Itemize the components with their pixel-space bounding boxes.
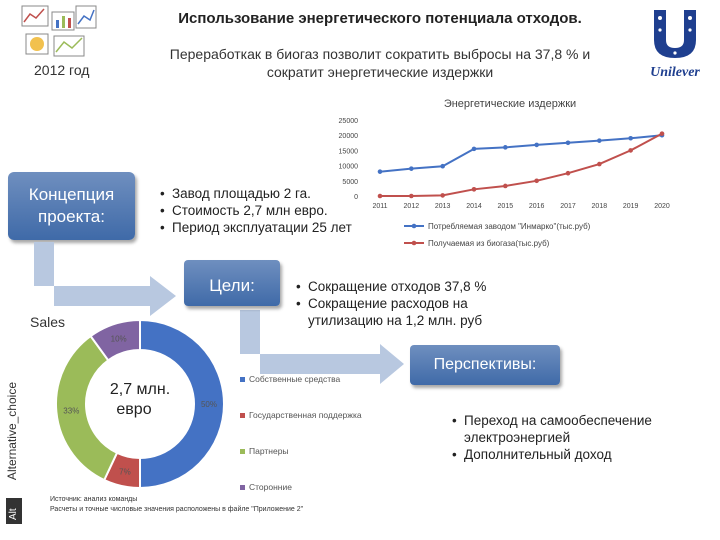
series-point bbox=[377, 169, 383, 174]
x-tick-label: 2014 bbox=[466, 203, 482, 210]
goals-box: Цели: bbox=[184, 260, 280, 306]
y-tick-label: 20000 bbox=[339, 133, 359, 140]
side-tab bbox=[0, 380, 22, 520]
y-tick-label: 15000 bbox=[339, 148, 359, 155]
slice-label: 50% bbox=[201, 400, 217, 409]
donut-center-label-line-1: 2,7 млн. bbox=[110, 381, 170, 398]
donut-title: Sales bbox=[30, 314, 65, 330]
concept-label-line-2: проекта: bbox=[38, 207, 105, 226]
y-tick-label: 25000 bbox=[339, 118, 359, 125]
concept-point: Период эксплуатации 25 лет bbox=[160, 219, 375, 236]
x-tick-label: 2018 bbox=[592, 203, 608, 210]
energy-costs-line-chart: Энергетические издержки 0500010000150002… bbox=[339, 98, 670, 248]
page-subtitle: Переработкак в биогаз позволит сократить… bbox=[110, 45, 650, 81]
series-point bbox=[440, 193, 445, 198]
x-tick-label: 2015 bbox=[498, 203, 514, 210]
subtitle-line-1: Переработкак в биогаз позволит сократить… bbox=[169, 46, 591, 62]
y-tick-label: 10000 bbox=[339, 164, 359, 171]
series-point bbox=[628, 148, 633, 153]
legend-label: Государственная поддержка bbox=[249, 410, 362, 420]
legend-swatch bbox=[240, 413, 245, 418]
concept-point: Завод площадью 2 га. bbox=[160, 185, 375, 202]
series-point bbox=[597, 138, 602, 143]
donut-center-label-line-2: евро bbox=[116, 401, 151, 418]
perspective-point: Дополнительный доход bbox=[452, 446, 702, 463]
slice-label: 10% bbox=[111, 334, 127, 343]
goal-point: Сокращение расходов на утилизацию на 1,2… bbox=[296, 295, 516, 329]
sales-donut-chart: Sales 50% 7% 33% 10% 2,7 млн. евро Собствен… bbox=[30, 314, 362, 492]
slice-label: 7% bbox=[119, 467, 131, 476]
source-line-2: Расчеты и точные числовые значения распо… bbox=[50, 506, 304, 513]
concept-points: Завод площадью 2 га. Стоимость 2,7 млн е… bbox=[160, 185, 375, 236]
series-point bbox=[597, 161, 602, 167]
concept-box: Концепция проекта: bbox=[8, 172, 135, 240]
perspectives-points: Переход на самообеспечение электроэнерги… bbox=[452, 412, 702, 463]
series-point bbox=[471, 146, 477, 152]
x-tick-label: 2020 bbox=[654, 203, 670, 210]
series-point bbox=[534, 178, 539, 184]
perspectives-box: Перспективы: bbox=[410, 345, 560, 385]
logo-text: Unilever bbox=[650, 65, 700, 80]
legend-label: Собственные средства bbox=[249, 374, 341, 384]
perspective-point: Переход на самообеспечение электроэнерги… bbox=[452, 412, 702, 446]
legend-label: Сторонние bbox=[249, 482, 292, 492]
x-tick-label: 2016 bbox=[529, 203, 545, 210]
x-tick-label: 2017 bbox=[560, 203, 576, 210]
chart-doodle-icon bbox=[21, 5, 97, 57]
series-point bbox=[440, 163, 445, 169]
legend-swatch bbox=[240, 377, 245, 382]
line-chart-title: Энергетические издержки bbox=[444, 98, 576, 110]
series-point bbox=[503, 145, 508, 150]
source-line-1: Источник: анализ команды bbox=[50, 496, 138, 503]
legend-swatch bbox=[240, 449, 245, 454]
series-point bbox=[565, 140, 571, 146]
series-point bbox=[659, 131, 665, 136]
donut-slice bbox=[89, 318, 141, 362]
page-title: Использование энергетического потенциала… bbox=[178, 10, 582, 27]
series-point bbox=[628, 135, 633, 141]
series-point bbox=[565, 170, 571, 176]
series-point bbox=[471, 187, 477, 192]
legend-label: Получаемая из биогаза(тыс.руб) bbox=[428, 239, 550, 248]
alt-badge-text: Alt bbox=[8, 508, 19, 520]
legend-label: Партнеры bbox=[249, 446, 289, 456]
goal-point: Сокращение отходов 37,8 % bbox=[296, 278, 516, 295]
legend-marker bbox=[411, 240, 417, 246]
slice-label: 33% bbox=[63, 406, 79, 415]
x-tick-label: 2019 bbox=[623, 203, 639, 210]
y-tick-label: 5000 bbox=[342, 179, 358, 186]
x-tick-label: 2013 bbox=[435, 203, 451, 210]
legend-swatch bbox=[240, 485, 245, 490]
subtitle-line-2: сократит энергетические издержки bbox=[266, 64, 494, 80]
series-point bbox=[409, 193, 414, 199]
source-note: Источник: анализ команды Расчеты и точны… bbox=[50, 495, 303, 515]
alt-badge: Alt bbox=[6, 498, 22, 524]
goals-points: Сокращение отходов 37,8 % Сокращение рас… bbox=[296, 278, 516, 329]
x-tick-label: 2012 bbox=[404, 203, 420, 210]
series-line bbox=[379, 134, 663, 173]
series-point bbox=[534, 142, 539, 148]
side-tab-text: Alternative_choice bbox=[5, 382, 19, 481]
legend-label: Потребляемая заводом "Инмарко"(тыс.руб) bbox=[428, 222, 591, 231]
series-point bbox=[409, 166, 414, 171]
unilever-logo: Unilever bbox=[650, 10, 700, 80]
x-tick-label: 2011 bbox=[372, 203, 387, 210]
series-line bbox=[380, 132, 663, 197]
concept-point: Стоимость 2,7 млн евро. bbox=[160, 202, 375, 219]
series-point bbox=[377, 193, 383, 199]
year-label: 2012 год bbox=[34, 62, 90, 78]
donut-slice bbox=[139, 318, 225, 490]
legend-marker bbox=[411, 223, 417, 229]
concept-label-line-1: Концепция bbox=[28, 185, 115, 204]
series-point bbox=[503, 183, 508, 189]
